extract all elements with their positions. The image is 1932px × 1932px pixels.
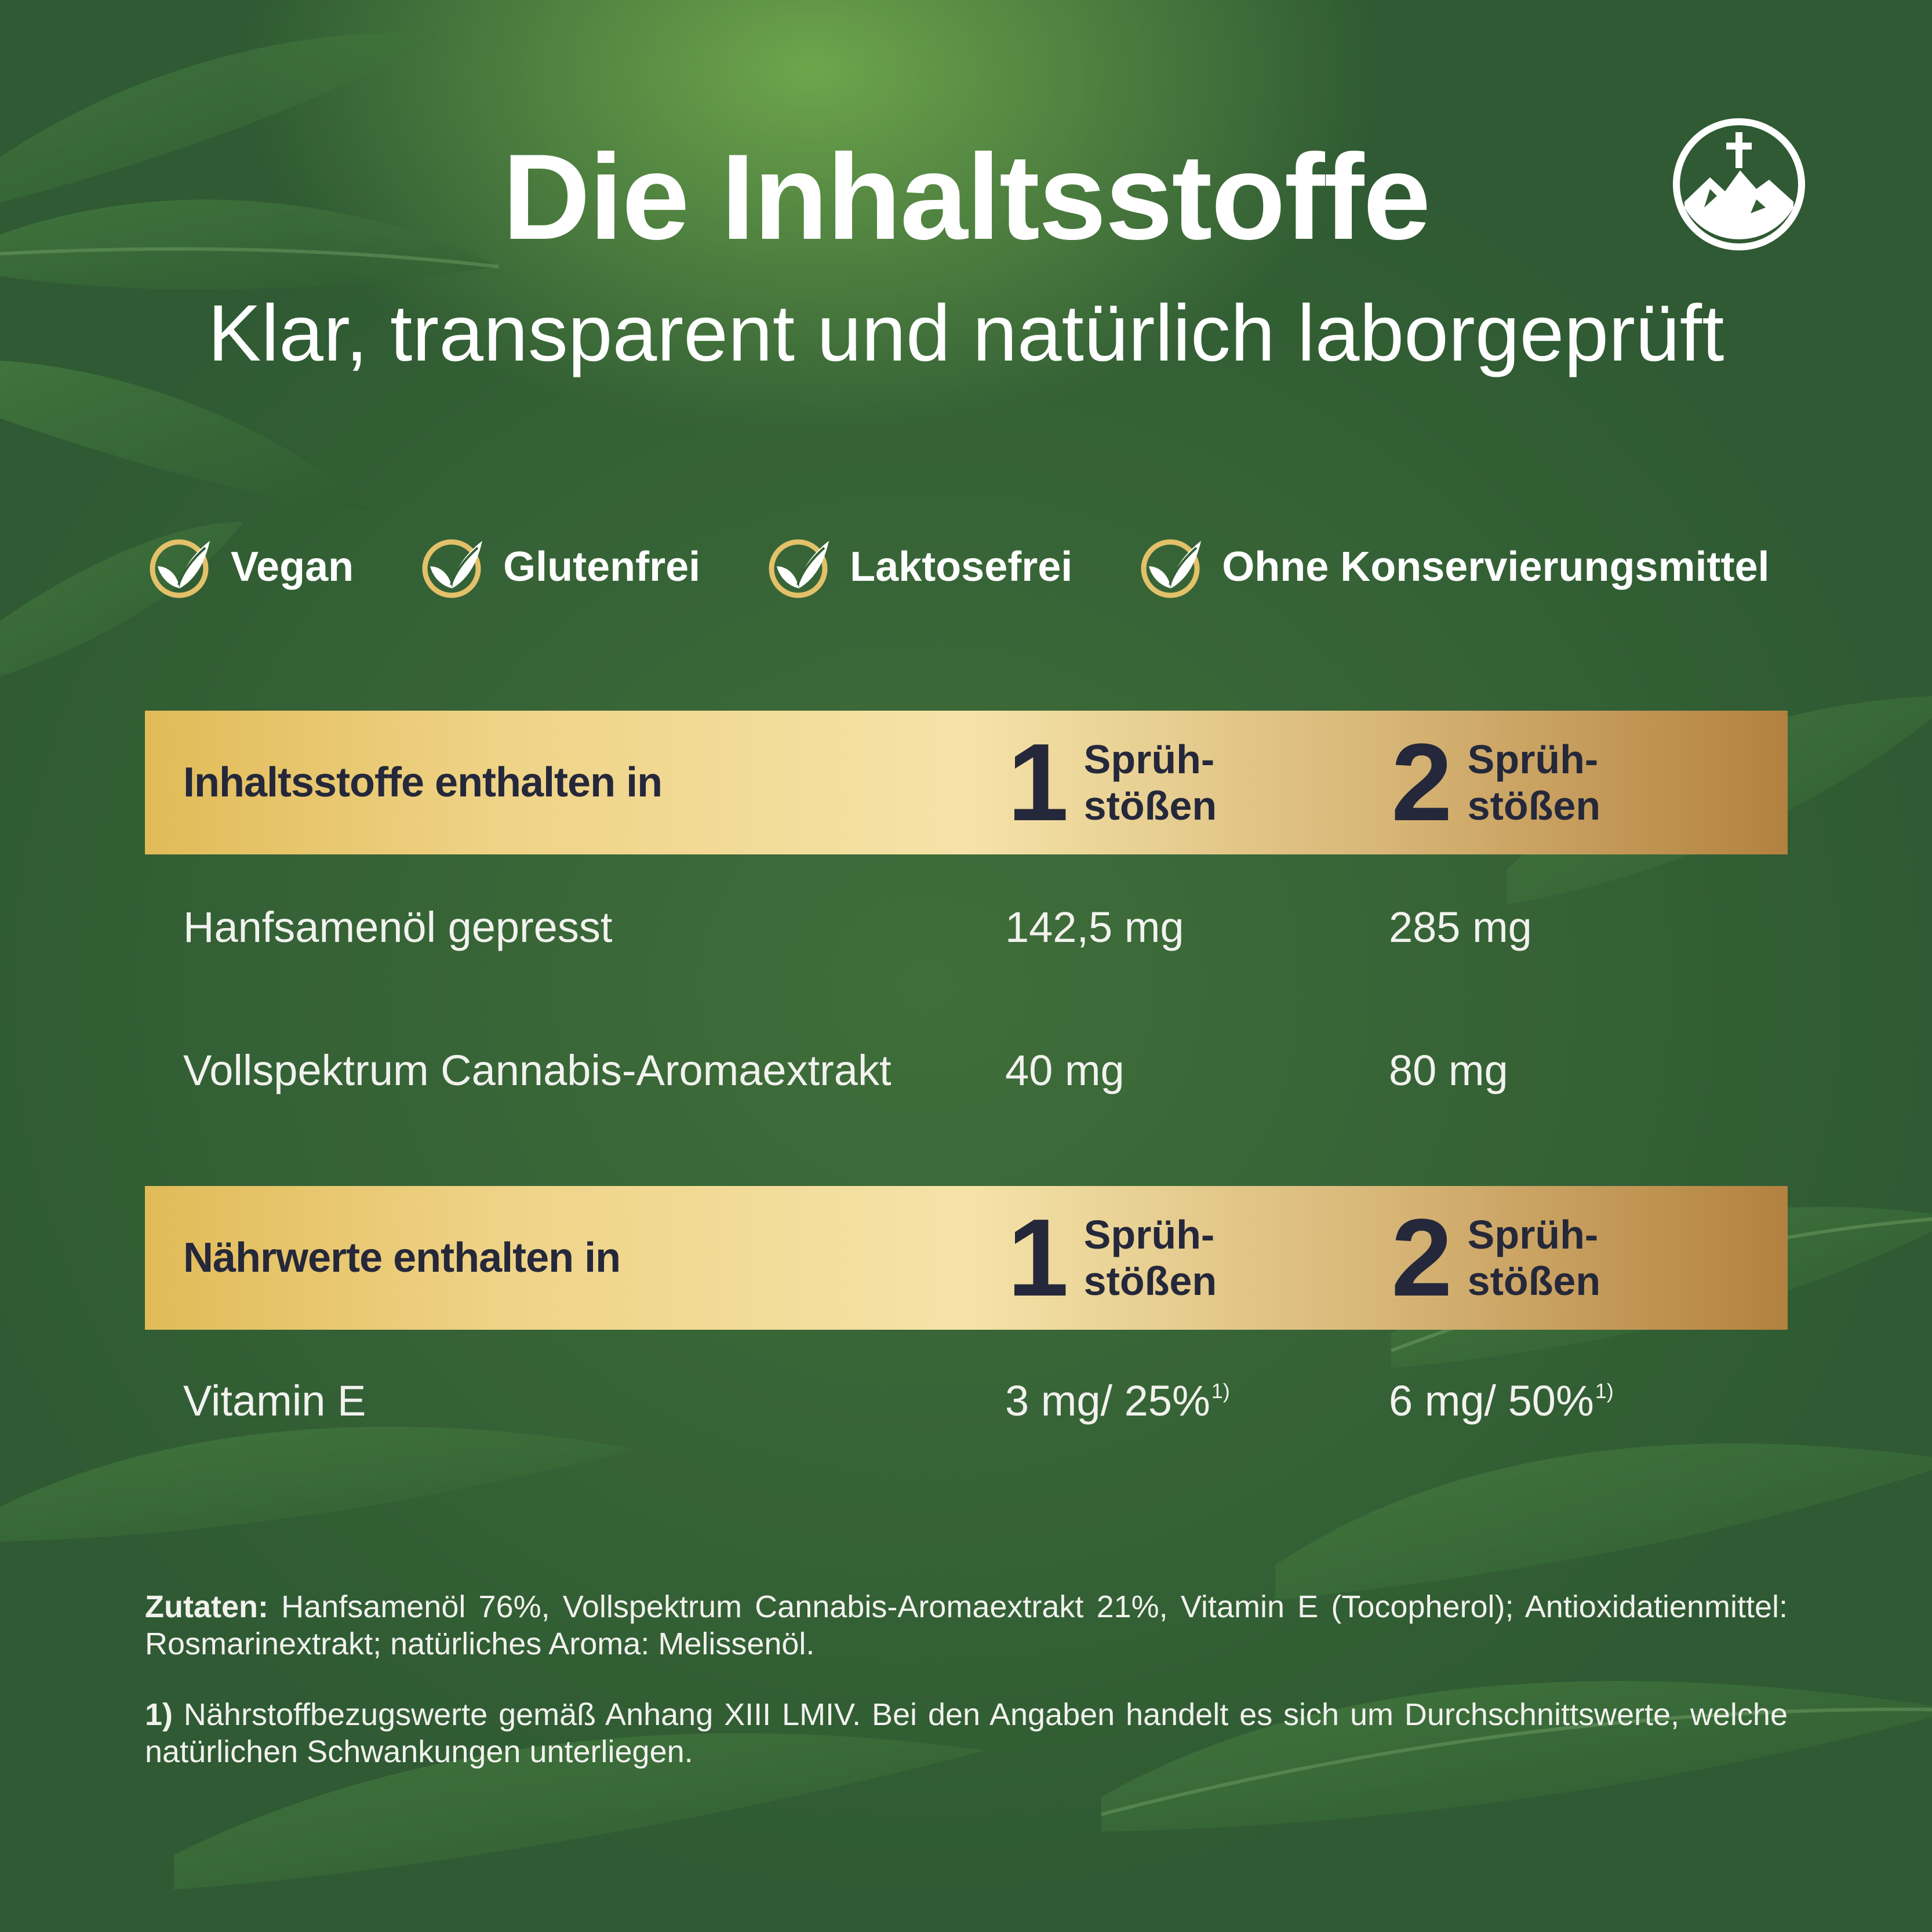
column-number: 2 bbox=[1391, 721, 1453, 844]
column-unit: Sprüh- stößen bbox=[1084, 1211, 1217, 1304]
column-unit: Sprüh- stößen bbox=[1468, 736, 1600, 829]
column-unit-line1: Sprüh- bbox=[1467, 1212, 1599, 1257]
column-header-1: 1 Sprüh- stößen bbox=[1007, 711, 1217, 854]
feature-ohne-konservierungsmittel: Ohne Konservierungsmittel bbox=[1136, 533, 1770, 601]
leaf-check-icon bbox=[769, 539, 829, 598]
feature-vegan: Vegan bbox=[145, 533, 354, 601]
column-number: 1 bbox=[1007, 721, 1069, 844]
value-2-sprays: 6 mg/ 50%1) bbox=[1389, 1363, 1614, 1439]
column-unit-line1: Sprüh- bbox=[1467, 737, 1599, 782]
ingredients-text: Hanfsamenöl 76%, Vollspektrum Cannabis-A… bbox=[145, 1589, 1788, 1661]
table-row: Vollspektrum Cannabis-Aromaextrakt 40 mg… bbox=[145, 1033, 1788, 1108]
mountain-cross-icon bbox=[1673, 118, 1805, 250]
leaf-check-icon bbox=[150, 539, 210, 598]
column-unit-line1: Sprüh- bbox=[1083, 1212, 1215, 1257]
feature-label: Vegan bbox=[231, 544, 354, 590]
footnote-marker: 1) bbox=[1211, 1379, 1230, 1403]
page-subtitle: Klar, transparent und natürlich laborgep… bbox=[208, 289, 1724, 378]
column-unit-line1: Sprüh- bbox=[1083, 737, 1215, 782]
page-title: Die Inhaltsstoffe bbox=[502, 129, 1431, 265]
value-text: 6 mg/ 50% bbox=[1389, 1377, 1594, 1425]
footnote: 1) Nährstoffbezugswerte gemäß Anhang XII… bbox=[145, 1696, 1788, 1770]
table-row: Hanfsamenöl gepresst 142,5 mg 285 mg bbox=[145, 890, 1788, 965]
footnote-marker: 1) bbox=[1595, 1379, 1614, 1403]
feature-laktosefrei: Laktosefrei bbox=[764, 533, 1072, 601]
column-number: 1 bbox=[1007, 1196, 1069, 1319]
column-unit-line2: stößen bbox=[1083, 783, 1217, 828]
section-title: Inhaltsstoffe enthalten in bbox=[183, 759, 663, 806]
column-header-2: 2 Sprüh- stößen bbox=[1391, 1186, 1600, 1330]
ingredient-name: Vollspektrum Cannabis-Aromaextrakt bbox=[183, 1046, 892, 1094]
column-header-2: 2 Sprüh- stößen bbox=[1391, 711, 1600, 854]
nutrient-name: Vitamin E bbox=[183, 1377, 366, 1425]
column-unit: Sprüh- stößen bbox=[1468, 1211, 1600, 1304]
column-unit-line2: stößen bbox=[1467, 783, 1601, 828]
leaf-check-icon bbox=[422, 539, 483, 598]
column-unit-line2: stößen bbox=[1083, 1258, 1217, 1304]
feature-label: Glutenfrei bbox=[503, 544, 701, 590]
footnote-text: Nährstoffbezugswerte gemäß Anhang XIII L… bbox=[145, 1697, 1788, 1769]
table-row: Vitamin E 3 mg/ 25%1) 6 mg/ 50%1) bbox=[145, 1363, 1788, 1439]
nutrition-header-band: Nährwerte enthalten in 1 Sprüh- stößen 2… bbox=[145, 1186, 1788, 1330]
ingredients-note: Zutaten: Hanfsamenöl 76%, Vollspektrum C… bbox=[145, 1588, 1788, 1662]
ingredients-label: Zutaten: bbox=[145, 1589, 268, 1624]
column-unit: Sprüh- stößen bbox=[1084, 736, 1217, 829]
ingredient-name: Hanfsamenöl gepresst bbox=[183, 903, 613, 951]
value-1-spray: 3 mg/ 25%1) bbox=[1005, 1363, 1230, 1439]
value-2-sprays: 80 mg bbox=[1389, 1046, 1508, 1094]
column-header-1: 1 Sprüh- stößen bbox=[1007, 1186, 1217, 1330]
value-text: 3 mg/ 25% bbox=[1005, 1377, 1210, 1425]
column-number: 2 bbox=[1391, 1196, 1453, 1319]
notes: Zutaten: Hanfsamenöl 76%, Vollspektrum C… bbox=[145, 1588, 1788, 1770]
value-1-spray: 142,5 mg bbox=[1005, 903, 1184, 951]
value-2-sprays: 285 mg bbox=[1389, 903, 1532, 951]
section-title: Nährwerte enthalten in bbox=[183, 1235, 621, 1281]
feature-glutenfrei: Glutenfrei bbox=[417, 533, 700, 601]
ingredients-header-band: Inhaltsstoffe enthalten in 1 Sprüh- stöß… bbox=[145, 711, 1788, 854]
footnote-label: 1) bbox=[145, 1697, 173, 1732]
leaf-check-icon bbox=[1141, 539, 1202, 598]
feature-label: Ohne Konservierungsmittel bbox=[1222, 544, 1770, 590]
value-1-spray: 40 mg bbox=[1005, 1046, 1125, 1094]
column-unit-line2: stößen bbox=[1467, 1258, 1601, 1304]
feature-label: Laktosefrei bbox=[850, 544, 1073, 590]
feature-list: Vegan Glutenfrei Laktosefrei Ohne Konser… bbox=[145, 526, 1770, 607]
